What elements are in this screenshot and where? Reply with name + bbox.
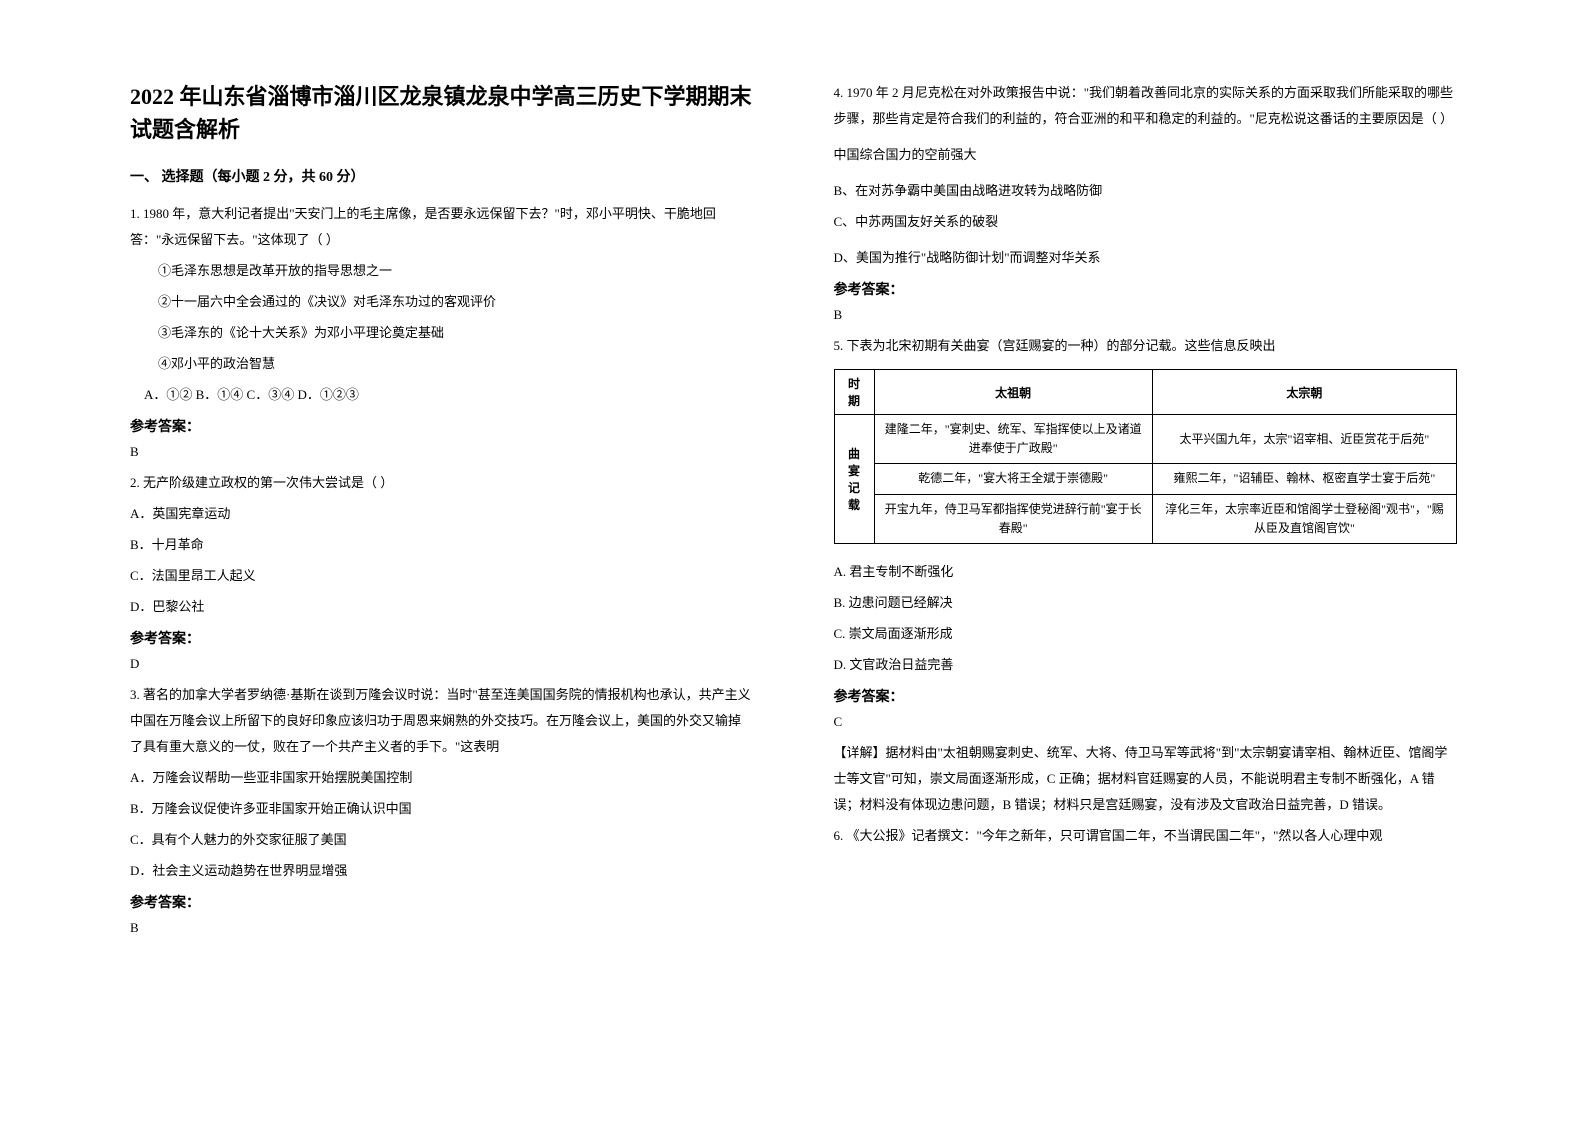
q4-optA: 中国综合国力的空前强大 xyxy=(834,142,1458,168)
q5-answer-label: 参考答案： xyxy=(834,686,1458,706)
q2-optA: A．英国宪章运动 xyxy=(130,501,754,527)
table-cell-3-2: 淳化三年，太宗率近臣和馆阁学士登秘阁"观书"，"赐从臣及直馆阁官饮" xyxy=(1152,494,1456,543)
q1-answer-label: 参考答案： xyxy=(130,416,754,436)
q5-text: 5. 下表为北宋初期有关曲宴（宫廷赐宴的一种）的部分记载。这些信息反映出 xyxy=(834,333,1458,359)
table-left-header: 曲宴记载 xyxy=(834,415,874,544)
section-header: 一、 选择题（每小题 2 分，共 60 分） xyxy=(130,166,754,186)
q5-optD: D. 文官政治日益完善 xyxy=(834,652,1458,678)
q2-answer-label: 参考答案： xyxy=(130,628,754,648)
table-header-taizu: 太祖朝 xyxy=(874,370,1152,415)
q3-optA: A．万隆会议帮助一些亚非国家开始摆脱美国控制 xyxy=(130,765,754,791)
table-cell-1-2: 太平兴国九年，太宗"诏宰相、近臣赏花于后苑" xyxy=(1152,415,1456,464)
q2-optB: B．十月革命 xyxy=(130,532,754,558)
q1-opt4: ④邓小平的政治智慧 xyxy=(130,351,754,377)
q2-text: 2. 无产阶级建立政权的第一次伟大尝试是（ ） xyxy=(130,470,754,496)
q4-answer: B xyxy=(834,307,1458,323)
q1-answer: B xyxy=(130,444,754,460)
q5-explanation: 【详解】据材料由"太祖朝赐宴刺史、统军、大将、侍卫马军等武将"到"太宗朝宴请宰相… xyxy=(834,740,1458,818)
table-header-taizong: 太宗朝 xyxy=(1152,370,1456,415)
q4-optC: C、中苏两国友好关系的破裂 xyxy=(834,209,1458,235)
table-cell-1-1: 建隆二年，"宴刺史、统军、军指挥使以上及诸道进奉使于广政殿" xyxy=(874,415,1152,464)
q3-optB: B．万隆会议促使许多亚非国家开始正确认识中国 xyxy=(130,796,754,822)
table-header-period: 时期 xyxy=(834,370,874,415)
q1-opt2: ②十一届六中全会通过的《决议》对毛泽东功过的客观评价 xyxy=(130,289,754,315)
q4-text: 4. 1970 年 2 月尼克松在对外政策报告中说："我们朝着改善同北京的实际关… xyxy=(834,80,1458,132)
table-cell-2-2: 雍熙二年，"诏辅臣、翰林、枢密直学士宴于后苑" xyxy=(1152,464,1456,494)
q2-optD: D．巴黎公社 xyxy=(130,594,754,620)
q1-text: 1. 1980 年，意大利记者提出"天安门上的毛主席像，是否要永远保留下去？"时… xyxy=(130,201,754,253)
table-cell-3-1: 开宝九年，侍卫马军都指挥使党进辞行前"宴于长春殿" xyxy=(874,494,1152,543)
q4-optD: D、美国为推行"战略防御计划"而调整对华关系 xyxy=(834,245,1458,271)
document-title: 2022 年山东省淄博市淄川区龙泉镇龙泉中学高三历史下学期期末试题含解析 xyxy=(130,80,754,146)
q3-text: 3. 著名的加拿大学者罗纳德·基斯在谈到万隆会议时说：当时"甚至连美国国务院的情… xyxy=(130,682,754,760)
q5-optA: A. 君主专制不断强化 xyxy=(834,559,1458,585)
q3-optC: C．具有个人魅力的外交家征服了美国 xyxy=(130,827,754,853)
q3-answer-label: 参考答案： xyxy=(130,892,754,912)
q3-answer: B xyxy=(130,920,754,936)
q1-opt1: ①毛泽东思想是改革开放的指导思想之一 xyxy=(130,258,754,284)
q5-optB: B. 边患问题已经解决 xyxy=(834,590,1458,616)
q2-answer: D xyxy=(130,656,754,672)
q1-opt3: ③毛泽东的《论十大关系》为邓小平理论奠定基础 xyxy=(130,320,754,346)
q4-optB: B、在对苏争霸中美国由战略进攻转为战略防御 xyxy=(834,178,1458,204)
q1-choices: A．①② B．①④ C．③④ D．①②③ xyxy=(130,382,754,408)
q5-answer: C xyxy=(834,714,1458,730)
q6-text: 6. 《大公报》记者撰文："今年之新年，只可谓官国二年，不当谓民国二年"，"然以… xyxy=(834,823,1458,849)
q3-optD: D．社会主义运动趋势在世界明显增强 xyxy=(130,858,754,884)
q2-optC: C．法国里昂工人起义 xyxy=(130,563,754,589)
q4-answer-label: 参考答案： xyxy=(834,279,1458,299)
q5-table: 时期 太祖朝 太宗朝 曲宴记载 建隆二年，"宴刺史、统军、军指挥使以上及诸道进奉… xyxy=(834,369,1458,544)
table-cell-2-1: 乾德二年，"宴大将王全斌于崇德殿" xyxy=(874,464,1152,494)
q5-optC: C. 崇文局面逐渐形成 xyxy=(834,621,1458,647)
